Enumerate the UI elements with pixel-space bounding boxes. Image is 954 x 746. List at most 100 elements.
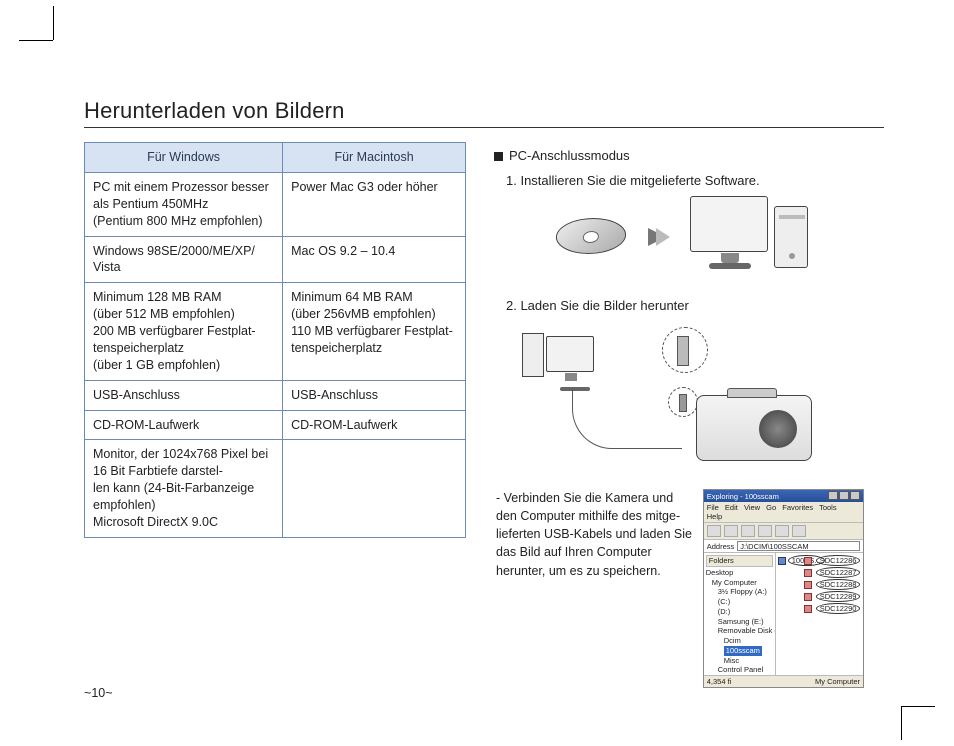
crop-mark (901, 706, 935, 707)
install-software-illustration (518, 196, 828, 286)
note-and-explorer: - Verbinden Sie die Kamera und den Compu… (494, 489, 864, 688)
window-buttons (827, 491, 860, 502)
tree-node[interactable]: Samsung (E:) (706, 617, 773, 627)
explorer-statusbar: 4,354 fi My Computer (704, 675, 863, 687)
right-column: PC-Anschlussmodus 1. Installieren Sie di… (494, 142, 864, 688)
folder-icon (778, 557, 786, 565)
table-cell: PC mit einem Prozessor besser als Pentiu… (85, 172, 283, 236)
page-title: Herunterladen von Bildern (84, 98, 884, 128)
list-item[interactable]: SDC12288 (804, 579, 861, 590)
table-cell: CD-ROM-Laufwerk (85, 410, 283, 440)
explorer-addressbar: Address J:\DCIM\100SSCAM (704, 540, 863, 553)
explorer-body: Folders DesktopMy Computer3½ Floppy (A:)… (704, 553, 863, 675)
table-cell: Minimum 64 MB RAM (über 256vMB empfohlen… (283, 283, 466, 380)
list-item[interactable]: SDC12287 (804, 567, 861, 578)
tree-node[interactable]: 100sscam (706, 646, 773, 656)
crop-mark (19, 40, 53, 41)
explorer-filelist: 100SS... SDC12286SDC12287SDC12288SDC1228… (776, 553, 863, 675)
menu-item[interactable]: Go (766, 503, 776, 512)
paste-icon[interactable] (792, 525, 806, 537)
address-label: Address (707, 542, 735, 551)
step-text: 2. Laden Sie die Bilder herunter (506, 298, 864, 313)
tree-node[interactable]: Misc (706, 656, 773, 666)
pc-icon (522, 333, 594, 377)
copy-icon[interactable] (775, 525, 789, 537)
highlight-oval: SDC12287 (816, 567, 861, 578)
note-text: - Verbinden Sie die Kamera und den Compu… (496, 489, 693, 580)
table-cell: Monitor, der 1024x768 Pixel bei 16 Bit F… (85, 440, 283, 537)
menu-item[interactable]: View (744, 503, 760, 512)
explorer-menubar: File Edit View Go Favorites Tools Help (704, 502, 863, 523)
tree-node[interactable]: (D:) (706, 607, 773, 617)
tree-node[interactable]: Removable Disk (J:) (706, 626, 773, 636)
up-icon[interactable] (741, 525, 755, 537)
menu-item[interactable]: File (707, 503, 719, 512)
tree-node[interactable]: 3½ Floppy (A:) (706, 587, 773, 597)
menu-item[interactable]: Help (707, 512, 722, 521)
image-file-icon (804, 605, 812, 613)
tree-node[interactable]: My Computer (706, 578, 773, 588)
close-icon[interactable] (850, 491, 860, 500)
cut-icon[interactable] (758, 525, 772, 537)
content: Herunterladen von Bildern Für Windows Fü… (84, 98, 884, 688)
status-left: 4,354 fi (707, 677, 732, 686)
table-row: Monitor, der 1024x768 Pixel bei 16 Bit F… (85, 440, 466, 537)
table-row: USB-AnschlussUSB-Anschluss (85, 380, 466, 410)
table-row: Minimum 128 MB RAM (über 512 MB empfohle… (85, 283, 466, 380)
camera-port-detail-icon (668, 387, 698, 417)
usb-detail-icon (662, 327, 708, 373)
tree-node[interactable]: (C:) (706, 597, 773, 607)
minimize-icon[interactable] (828, 491, 838, 500)
table-cell: Mac OS 9.2 – 10.4 (283, 236, 466, 283)
table-body: PC mit einem Prozessor besser als Pentiu… (85, 172, 466, 537)
tree-node[interactable]: Dcim (706, 636, 773, 646)
section-title: PC-Anschlussmodus (509, 148, 630, 163)
menu-item[interactable]: Tools (819, 503, 837, 512)
monitor-icon (690, 196, 768, 252)
tree-node[interactable]: Desktop (706, 568, 773, 578)
status-right: My Computer (815, 677, 860, 686)
list-item[interactable]: SDC12286 (804, 555, 861, 566)
maximize-icon[interactable] (839, 491, 849, 500)
square-bullet-icon (494, 152, 503, 161)
table-cell: Minimum 128 MB RAM (über 512 MB empfohle… (85, 283, 283, 380)
requirements-table: Für Windows Für Macintosh PC mit einem P… (84, 142, 466, 538)
table-cell: Windows 98SE/2000/ME/XP/ Vista (85, 236, 283, 283)
pc-tower-icon (774, 206, 808, 268)
cd-icon (553, 218, 628, 254)
explorer-title-text: Exploring - 100sscam (707, 492, 779, 501)
table-cell (283, 440, 466, 537)
tree-node[interactable]: Control Panel (706, 665, 773, 675)
forward-icon[interactable] (724, 525, 738, 537)
crop-mark (53, 6, 54, 40)
explorer-toolbar (704, 523, 863, 540)
menu-item[interactable]: Favorites (782, 503, 813, 512)
table-row: PC mit einem Prozessor besser als Pentiu… (85, 172, 466, 236)
menu-item[interactable]: Edit (725, 503, 738, 512)
page: Herunterladen von Bildern Für Windows Fü… (0, 0, 954, 746)
explorer-window: Exploring - 100sscam File Edit View Go F… (703, 489, 864, 688)
tree-header: Folders (706, 555, 773, 567)
table-row: Windows 98SE/2000/ME/XP/ VistaMac OS 9.2… (85, 236, 466, 283)
table-header: Für Windows (85, 143, 283, 173)
table-row: CD-ROM-LaufwerkCD-ROM-Laufwerk (85, 410, 466, 440)
list-item[interactable]: SDC12290 (804, 603, 861, 614)
two-columns: Für Windows Für Macintosh PC mit einem P… (84, 142, 884, 688)
step-text: 1. Installieren Sie die mitgelieferte So… (506, 173, 864, 188)
explorer-tree: Folders DesktopMy Computer3½ Floppy (A:)… (704, 553, 776, 675)
image-file-icon (804, 557, 812, 565)
table-cell: USB-Anschluss (85, 380, 283, 410)
image-file-icon (804, 569, 812, 577)
page-number: 10 (84, 686, 113, 700)
back-icon[interactable] (707, 525, 721, 537)
section-heading: PC-Anschlussmodus (494, 148, 864, 163)
table-cell: CD-ROM-Laufwerk (283, 410, 466, 440)
image-file-icon (804, 581, 812, 589)
image-file-icon (804, 593, 812, 601)
camera-icon (696, 395, 812, 461)
table-header: Für Macintosh (283, 143, 466, 173)
list-item[interactable]: SDC12289 (804, 591, 861, 602)
explorer-titlebar: Exploring - 100sscam (704, 490, 863, 502)
address-field[interactable]: J:\DCIM\100SSCAM (737, 541, 860, 551)
usb-cable-icon (572, 389, 682, 449)
